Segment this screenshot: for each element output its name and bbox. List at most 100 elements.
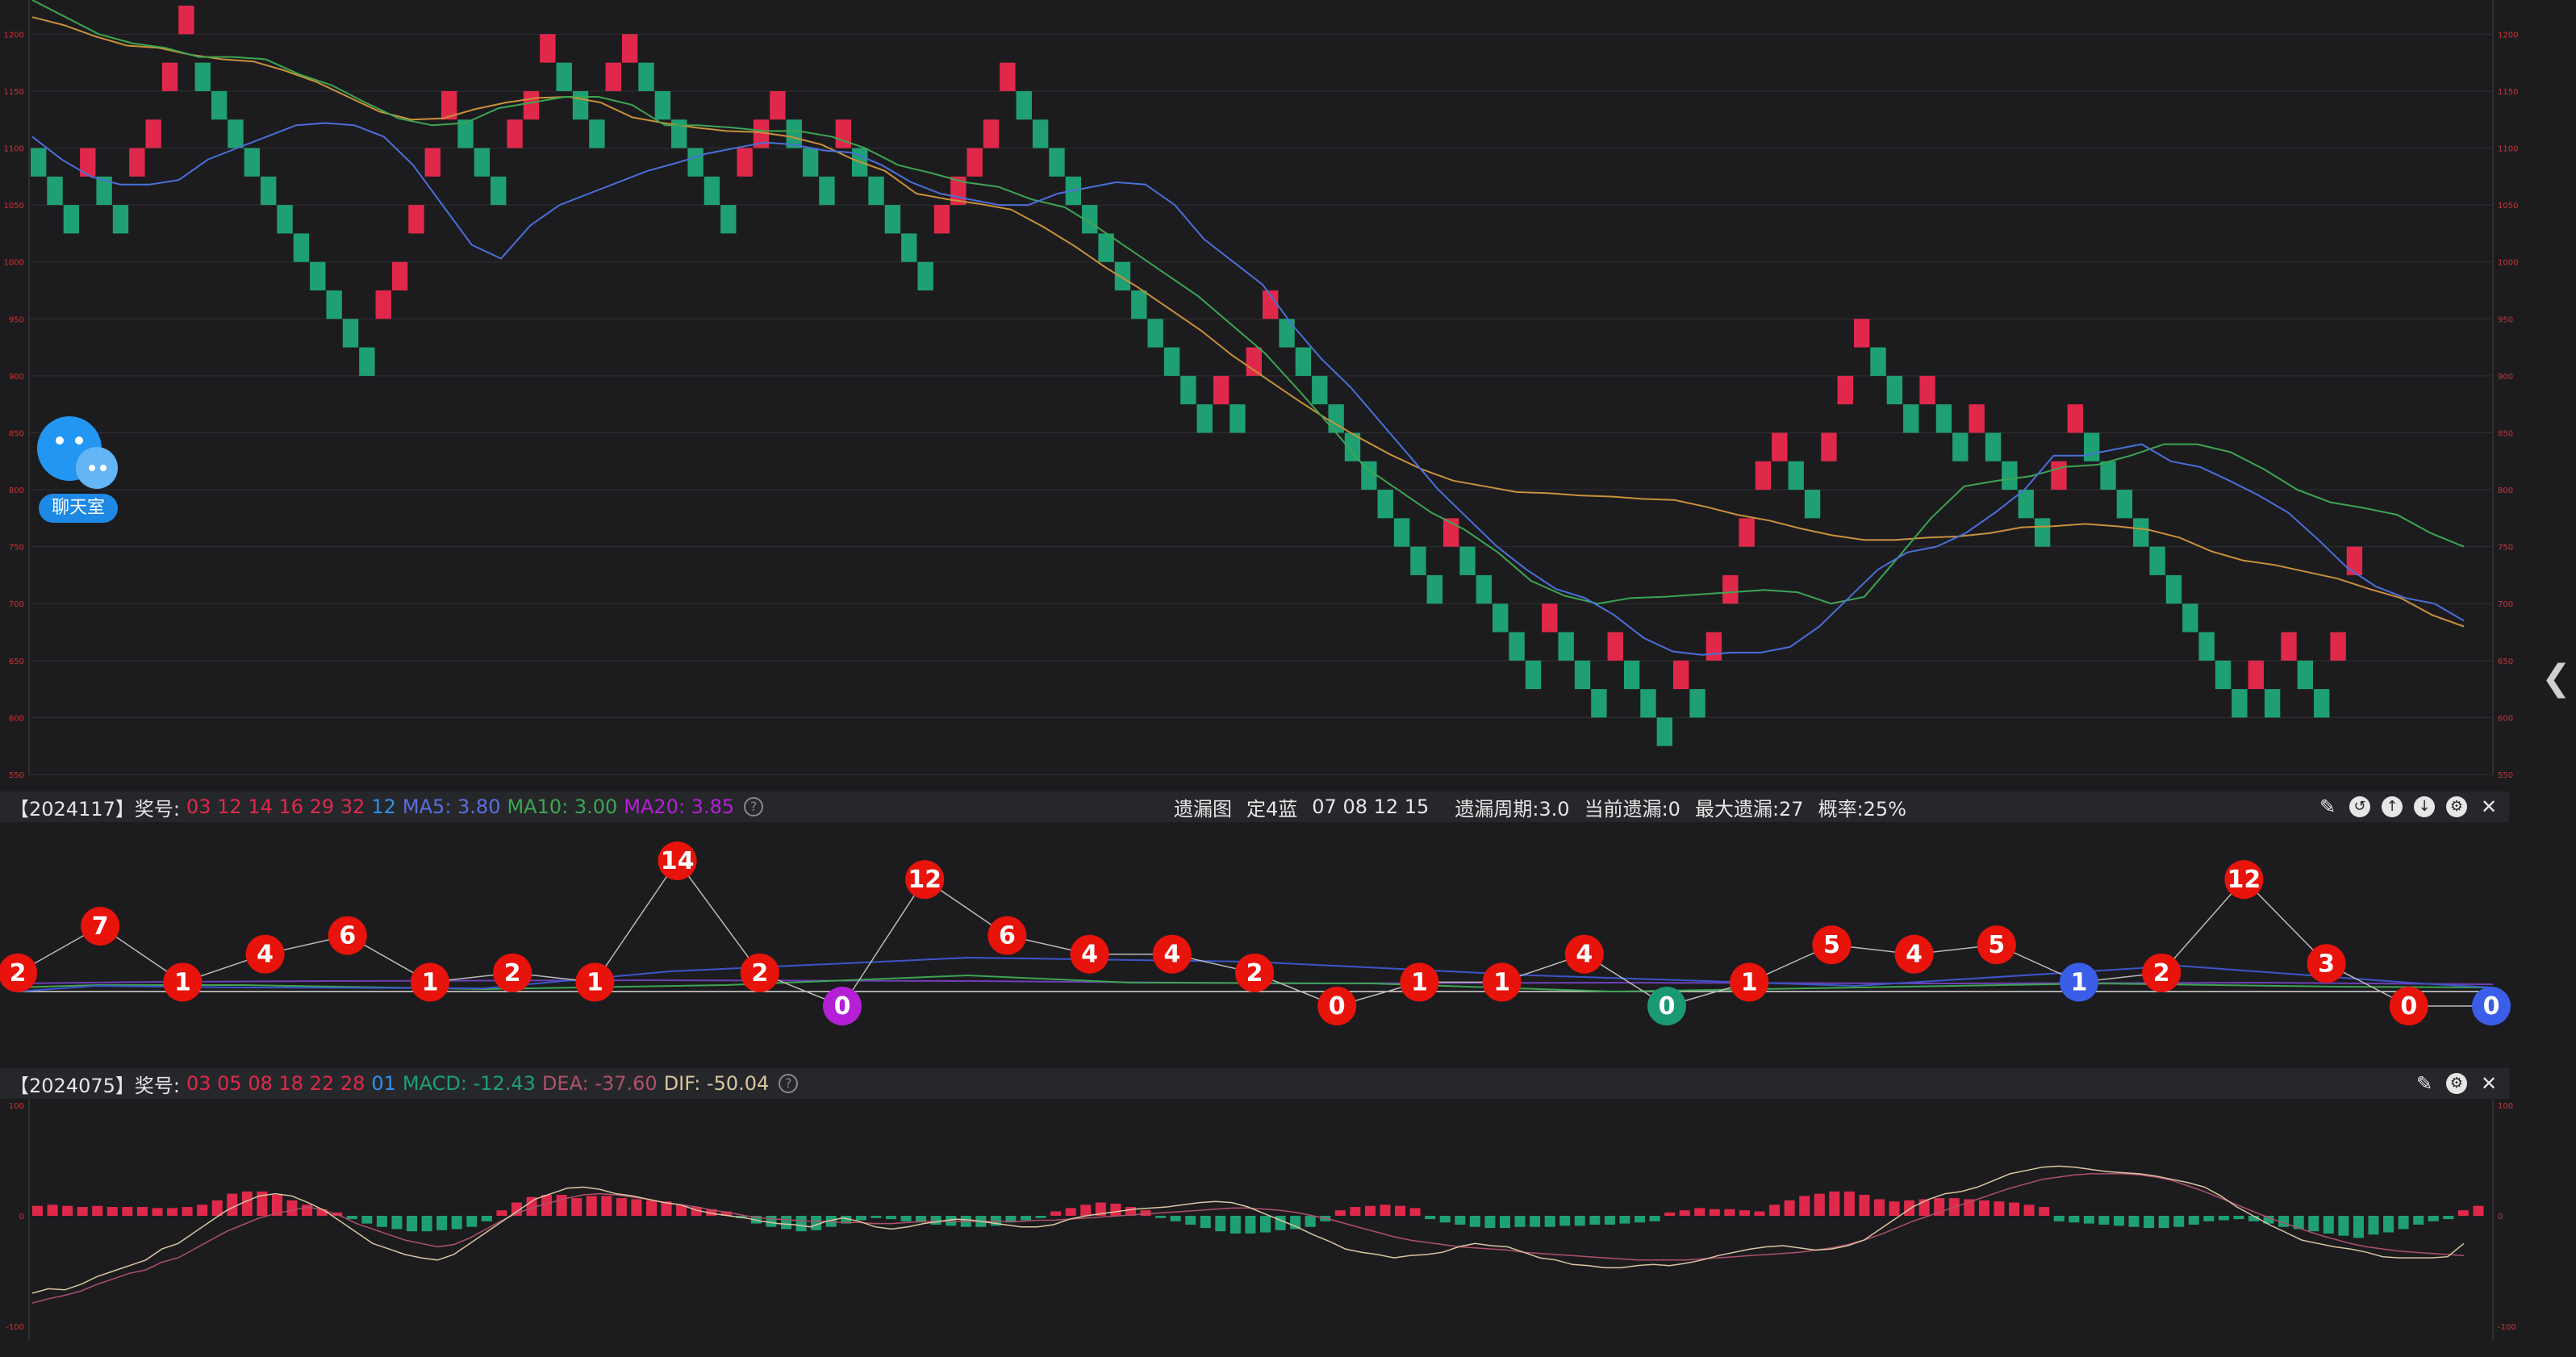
renko-brick	[391, 261, 408, 290]
renko-brick	[2198, 632, 2215, 661]
macd-bar	[2443, 1216, 2454, 1220]
pin-icon[interactable]: ✎	[2319, 795, 2336, 818]
omission-point	[740, 953, 779, 992]
omission-point-label: 2	[504, 959, 521, 987]
renko-brick	[1542, 603, 1558, 633]
renko-brick	[408, 205, 424, 234]
renko-brick	[2314, 689, 2330, 718]
down-icon[interactable]: ↓	[2414, 796, 2435, 817]
macd-bar	[182, 1207, 193, 1216]
renko-brick	[1131, 290, 1147, 319]
renko-brick	[1246, 347, 1262, 376]
macd-bar	[1095, 1202, 1106, 1216]
renko-brick	[1935, 404, 1952, 433]
macd-bar	[1380, 1205, 1391, 1216]
omission-point	[245, 934, 285, 974]
macd-bar	[2023, 1205, 2035, 1216]
macd-bar	[1499, 1216, 1510, 1229]
macd-bar	[316, 1209, 328, 1216]
macd-bar	[77, 1207, 88, 1216]
renko-brick	[1377, 490, 1393, 519]
macd-bar	[1484, 1216, 1496, 1229]
macd-bar	[1694, 1208, 1706, 1216]
macd-bar	[1260, 1216, 1271, 1233]
renko-brick	[441, 90, 457, 120]
close-icon[interactable]: ✕	[2480, 795, 2498, 818]
renko-brick	[507, 119, 523, 148]
renko-brick	[1870, 347, 1886, 376]
renko-brick	[2002, 461, 2018, 491]
renko-brick	[1772, 432, 1788, 461]
renko-brick	[901, 233, 917, 262]
renko-brick	[1739, 518, 1755, 547]
settings-icon[interactable]: ⚙	[2446, 796, 2467, 817]
macd-bar	[257, 1191, 268, 1216]
renko-brick	[1163, 347, 1180, 376]
omission-probability: 概率:25%	[1818, 797, 1907, 820]
renko-brick	[2018, 490, 2034, 519]
renko-brick	[933, 205, 950, 234]
renko-brick	[2149, 546, 2165, 575]
chat-room-label[interactable]: 聊天室	[39, 494, 118, 523]
renko-brick	[457, 119, 474, 148]
renko-brick	[310, 261, 326, 290]
y-tick-label: 650	[9, 658, 24, 666]
macd-bar	[1425, 1216, 1436, 1220]
macd-bar	[1245, 1216, 1256, 1234]
info-bar-omission: 【2024117】奖号: 03 12 14 16 29 32 12 MA5: 3…	[0, 791, 2509, 822]
renko-brick	[835, 119, 851, 148]
renko-brick	[1476, 574, 1493, 604]
settings-icon-2[interactable]: ⚙	[2446, 1073, 2467, 1094]
macd-bar	[1679, 1210, 1690, 1216]
renko-brick	[1640, 689, 1656, 718]
renko-brick	[424, 148, 440, 177]
macd-bar	[1110, 1203, 1121, 1216]
y-tick-label: 700	[9, 600, 24, 609]
help-icon[interactable]: ?	[744, 797, 764, 816]
macd-bar	[811, 1216, 822, 1230]
renko-brick	[523, 90, 540, 120]
chevron-left-icon[interactable]: ❮	[2541, 658, 2571, 699]
pin-icon-2[interactable]: ✎	[2415, 1072, 2433, 1095]
renko-brick	[80, 148, 96, 177]
y-tick-label: 550	[9, 771, 24, 780]
omission-point-label: 4	[1163, 941, 1180, 969]
y-tick-label: 0	[19, 1213, 24, 1221]
omission-point-label: 0	[1659, 992, 1676, 1021]
chat-room-icon[interactable]	[35, 411, 124, 524]
up-icon[interactable]: ↑	[2382, 796, 2403, 817]
macd-bar	[302, 1205, 313, 1216]
omission-point	[1235, 953, 1274, 992]
omission-point-label: 6	[999, 922, 1016, 950]
omission-numbers: 07 08 12 15	[1312, 795, 1430, 818]
help-icon-2[interactable]: ?	[779, 1074, 799, 1093]
macd-bar	[2473, 1205, 2484, 1216]
renko-brick	[2051, 461, 2067, 491]
omission-point-label: 3	[2318, 950, 2335, 978]
macd-bar	[885, 1216, 896, 1220]
macd-bar	[691, 1207, 702, 1216]
omission-point-label: 4	[1576, 941, 1593, 969]
undo-icon[interactable]: ↺	[2349, 796, 2370, 817]
renko-brick	[112, 205, 129, 234]
omission-point-label: 2	[10, 959, 27, 987]
renko-brick	[293, 233, 310, 262]
macd-bar	[720, 1211, 732, 1216]
renko-brick	[1098, 233, 1114, 262]
macd-bar	[496, 1210, 507, 1216]
ma5-value: MA5: 3.80	[402, 795, 501, 818]
renko-brick	[2215, 660, 2232, 690]
macd-bar	[2353, 1216, 2364, 1238]
y-tick-label-right: 100	[2498, 1102, 2513, 1111]
renko-brick	[770, 90, 786, 120]
close-icon-2[interactable]: ✕	[2480, 1072, 2498, 1095]
macd-bar	[481, 1216, 492, 1221]
renko-brick	[1279, 319, 1295, 348]
renko-brick	[161, 62, 178, 91]
renko-brick	[211, 90, 228, 120]
macd-bar	[2009, 1202, 2020, 1216]
renko-brick	[1558, 632, 1574, 661]
renko-brick	[326, 290, 342, 319]
renko-brick	[1230, 404, 1246, 433]
